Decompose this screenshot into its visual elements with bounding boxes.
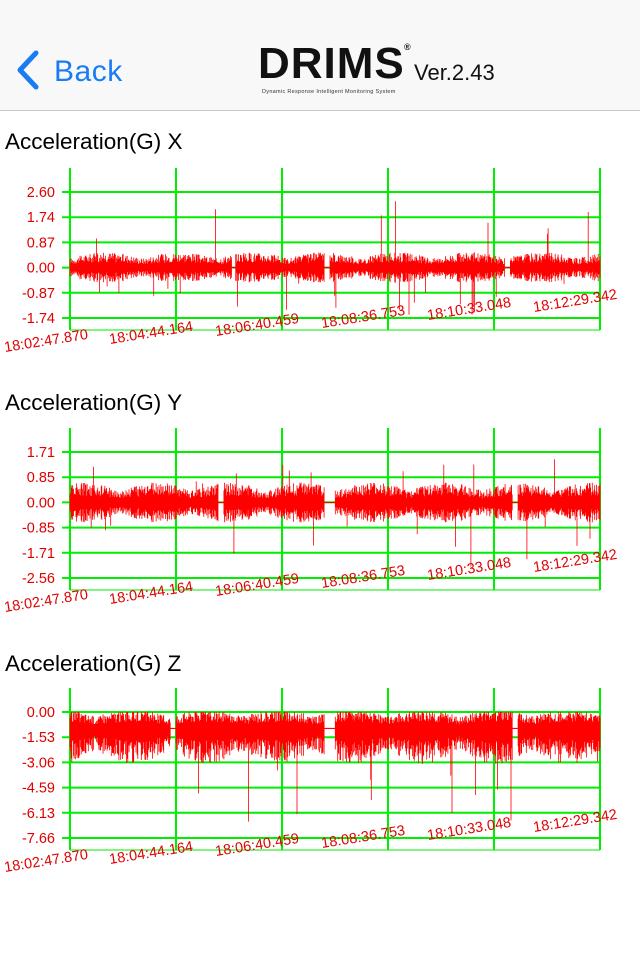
- x-tick-label: 18:06:40.459: [214, 831, 300, 860]
- chart-title-y: Acceleration(G) Y: [5, 390, 183, 415]
- registered-mark: ®: [404, 42, 411, 52]
- y-tick-label: 0.00: [27, 261, 55, 277]
- app-logo: DRIMS: [258, 39, 405, 88]
- chevron-left-icon: [14, 49, 42, 96]
- grid: [62, 168, 601, 331]
- x-tick-label: 18:10:33.048: [426, 815, 512, 844]
- x-tick-label: 18:04:44.164: [108, 839, 194, 868]
- signal-trace: [69, 712, 601, 822]
- y-tick-label: -0.85: [22, 521, 55, 537]
- x-tick-label: 18:12:29.342: [532, 287, 618, 316]
- acceleration-z-chart: 0.00 -1.53 -3.06 -4.59 -6.13 -7.6618:02:47.87…: [3, 688, 618, 876]
- x-tick-label: 18:06:40.459: [214, 571, 300, 600]
- grid: [62, 688, 601, 851]
- y-tick-label: 1.74: [27, 210, 55, 226]
- y-tick-label: -7.66: [22, 831, 55, 847]
- y-tick-label: -2.56: [22, 571, 55, 587]
- y-tick-label: -1.71: [22, 546, 55, 562]
- x-tick-label: 18:08:36.753: [320, 303, 406, 332]
- x-tick-label: 18:12:29.342: [532, 547, 618, 576]
- x-tick-label: 18:02:47.870: [3, 327, 89, 356]
- x-tick-label: 18:04:44.164: [108, 579, 194, 608]
- y-tick-label: -0.87: [22, 286, 55, 302]
- y-tick-label: -4.59: [22, 781, 55, 797]
- y-tick-label: 0.00: [27, 495, 55, 511]
- x-tick-label: 18:02:47.870: [3, 847, 89, 876]
- y-tick-label: 2.60: [27, 185, 55, 201]
- x-tick-label: 18:08:36.753: [320, 823, 406, 852]
- version-label: Ver.2.43: [414, 60, 495, 85]
- back-label: Back: [54, 55, 123, 88]
- x-tick-label: 18:06:40.459: [214, 311, 300, 340]
- y-tick-label: 0.85: [27, 470, 55, 486]
- y-tick-label: 1.71: [27, 445, 55, 461]
- y-tick-label: -6.13: [22, 806, 55, 822]
- logo-tagline: Dynamic Response Intelligent Monitoring …: [262, 89, 396, 95]
- y-tick-label: -1.53: [22, 730, 55, 746]
- signal-trace: [69, 201, 601, 315]
- signal-trace: [69, 459, 601, 567]
- y-tick-label: 0.00: [27, 705, 55, 721]
- x-tick-label: 18:12:29.342: [532, 807, 618, 836]
- chart-title-x: Acceleration(G) X: [5, 129, 183, 154]
- chart-title-z: Acceleration(G) Z: [5, 651, 182, 676]
- x-tick-label: 18:10:33.048: [426, 295, 512, 324]
- navigation-bar: Back DRIMS ® Dynamic Response Intelligen…: [0, 0, 640, 111]
- x-tick-label: 18:10:33.048: [426, 555, 512, 584]
- x-tick-label: 18:02:47.870: [3, 587, 89, 616]
- x-tick-label: 18:04:44.164: [108, 319, 194, 348]
- y-tick-label: 0.87: [27, 235, 55, 251]
- x-tick-label: 18:08:36.753: [320, 563, 406, 592]
- y-tick-label: -1.74: [22, 311, 55, 327]
- back-button[interactable]: Back: [14, 48, 123, 96]
- y-tick-label: -3.06: [22, 755, 55, 771]
